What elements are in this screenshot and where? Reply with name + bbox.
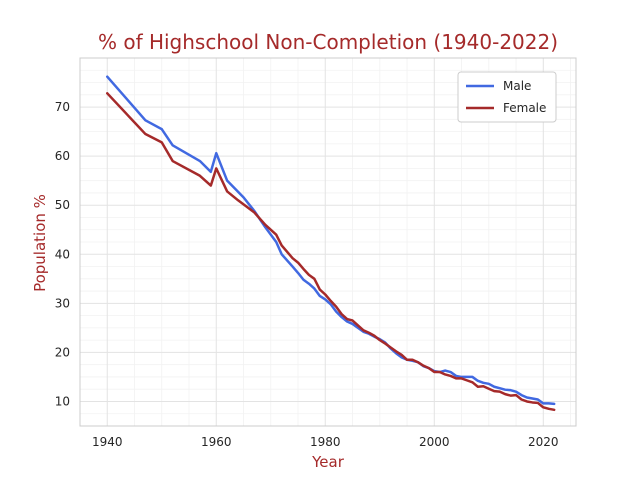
x-axis-ticks: 1940 1960 1980 2000 2020 (92, 435, 559, 449)
y-axis-label: Population % (31, 194, 49, 292)
y-axis-ticks: 10 20 30 40 50 60 70 (55, 100, 70, 408)
plot-area-frame (79, 57, 577, 427)
x-tick-label: 2020 (528, 435, 559, 449)
y-tick-label: 70 (55, 100, 70, 114)
y-tick-label: 20 (55, 345, 70, 359)
y-tick-label: 40 (55, 247, 70, 261)
chart-title: % of Highschool Non-Completion (1940-202… (98, 30, 558, 54)
y-tick-label: 50 (55, 198, 70, 212)
x-tick-label: 1940 (92, 435, 123, 449)
legend-box (457, 71, 557, 123)
series-layer (106, 75, 556, 412)
x-axis-label: Year (311, 453, 345, 471)
y-tick-label: 60 (55, 149, 70, 163)
legend: Male Female (457, 71, 557, 123)
legend-label-male: Male (503, 79, 531, 93)
legend-label-female: Female (503, 101, 546, 115)
x-tick-label: 1980 (310, 435, 341, 449)
series-line-female (106, 92, 556, 412)
x-tick-label: 2000 (419, 435, 450, 449)
x-tick-label: 1960 (201, 435, 232, 449)
y-tick-label: 10 (55, 394, 70, 408)
y-tick-label: 30 (55, 296, 70, 310)
